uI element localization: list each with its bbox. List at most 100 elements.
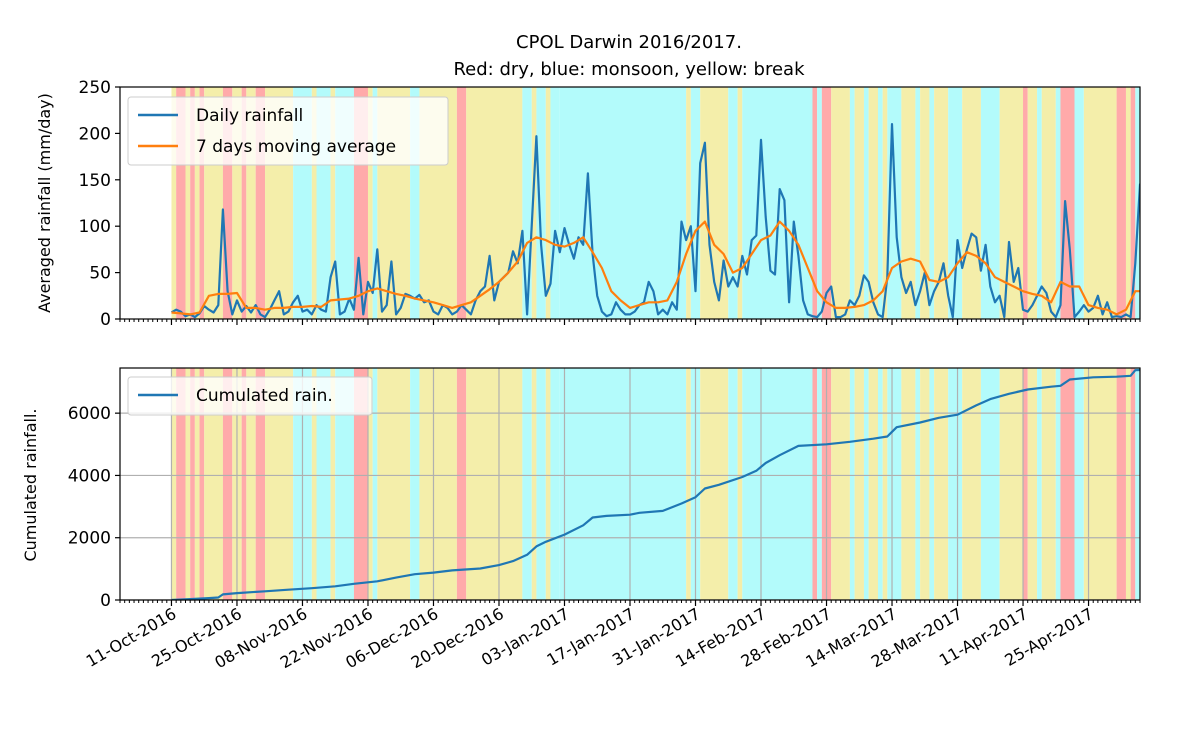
bottom-band-break xyxy=(999,368,1024,600)
bottom-y-tick-label: 6000 xyxy=(68,404,111,424)
top-y-tick-label: 100 xyxy=(79,217,111,237)
top-band-break xyxy=(868,87,878,319)
top-band-break xyxy=(185,87,191,319)
bottom-y-tick-label: 2000 xyxy=(68,529,111,549)
top-axes: 0 50 100 150 200 250 xyxy=(79,78,1141,330)
top-band-monsoon xyxy=(1055,87,1061,319)
bottom-band-break xyxy=(1027,368,1038,600)
legend-avg-label: 7 days moving average xyxy=(196,137,396,157)
top-band-monsoon xyxy=(550,87,560,319)
top-band-dry xyxy=(241,87,247,319)
bottom-band-break xyxy=(831,368,850,600)
top-band-break xyxy=(920,87,930,319)
moving-average-line xyxy=(171,220,1140,316)
top-band-break xyxy=(171,87,177,319)
bottom-band-monsoon xyxy=(316,368,331,600)
bottom-band-break xyxy=(204,368,223,600)
bottom-y-axis-label: Cumulated rainfall. xyxy=(21,408,40,561)
bottom-band-break xyxy=(246,368,256,600)
bottom-band-break xyxy=(311,368,317,600)
bottom-y-tick-label: 4000 xyxy=(68,466,111,486)
bottom-band-dry xyxy=(222,368,233,600)
top-band-break xyxy=(232,87,242,319)
bottom-band-monsoon xyxy=(877,368,883,600)
top-band-break xyxy=(367,87,373,319)
top-band-break xyxy=(999,87,1024,319)
bottom-band-break xyxy=(686,368,691,600)
bottom-band-dry xyxy=(1060,368,1075,600)
bottom-band-dry xyxy=(1023,368,1028,600)
top-band-break xyxy=(1041,87,1056,319)
top-band-dry xyxy=(812,87,818,319)
bottom-band-break xyxy=(1125,368,1131,600)
top-band-break xyxy=(1125,87,1131,319)
bottom-band-break xyxy=(531,368,537,600)
top-band-break xyxy=(686,87,691,319)
top-band-break xyxy=(737,87,743,319)
chart-subtitle: Red: dry, blue: monsoon, yellow: break xyxy=(453,59,805,80)
bottom-band-monsoon xyxy=(536,368,546,600)
bottom-band-monsoon xyxy=(817,368,822,600)
cumulated-rainfall-line xyxy=(171,368,1140,600)
bottom-band-dry xyxy=(353,368,368,600)
top-band-break xyxy=(882,87,888,319)
top-y-tick-label: 50 xyxy=(89,264,111,284)
daily-rainfall-lines xyxy=(170,123,1140,319)
top-legend: Daily rainfall 7 days moving average xyxy=(127,96,449,166)
bottom-band-monsoon xyxy=(929,368,935,600)
top-band-monsoon xyxy=(863,87,869,319)
legend-cumulated-label: Cumulated rain. xyxy=(196,386,333,406)
top-band-monsoon xyxy=(690,87,701,319)
top-band-break xyxy=(330,87,336,319)
top-band-break xyxy=(934,87,949,319)
top-band-monsoon xyxy=(915,87,921,319)
bottom-band-dry xyxy=(255,368,266,600)
cumulated-rainfall-panel: 020004000600011-Oct-201625-Oct-201608-No… xyxy=(21,367,1141,672)
top-band-dry xyxy=(1116,87,1126,319)
bottom-band-monsoon xyxy=(522,368,532,600)
bottom-band-monsoon xyxy=(372,368,378,600)
bottom-band-monsoon xyxy=(948,368,963,600)
top-band-break xyxy=(854,87,864,319)
top-band-monsoon xyxy=(929,87,935,319)
top-band-break xyxy=(831,87,850,319)
top-band-dry xyxy=(821,87,832,319)
bottom-band-break xyxy=(868,368,878,600)
cumulated-rainfall-lines xyxy=(171,368,1140,600)
bottom-band-monsoon xyxy=(1135,368,1140,600)
top-y-tick-label: 250 xyxy=(79,78,111,98)
bottom-band-monsoon xyxy=(742,368,813,600)
top-band-monsoon xyxy=(559,87,687,319)
top-band-monsoon xyxy=(1074,87,1084,319)
bottom-band-monsoon xyxy=(559,368,687,600)
bottom-band-break xyxy=(934,368,949,600)
bottom-legend-box xyxy=(127,376,373,416)
top-band-break xyxy=(1027,87,1038,319)
bottom-band-dry xyxy=(199,368,205,600)
bottom-band-break xyxy=(854,368,864,600)
top-band-break xyxy=(962,87,981,319)
bottom-band-monsoon xyxy=(863,368,869,600)
bottom-band-break xyxy=(901,368,916,600)
bottom-band-break xyxy=(419,368,457,600)
bottom-band-break xyxy=(920,368,930,600)
bottom-band-monsoon xyxy=(1074,368,1084,600)
bottom-band-monsoon xyxy=(335,368,354,600)
top-legend-box xyxy=(127,96,449,166)
bottom-band-dry xyxy=(241,368,247,600)
daily-rainfall-panel: 0 50 100 150 200 250 Averaged rainfall (mm/da… xyxy=(35,78,1141,330)
bottom-band-monsoon xyxy=(550,368,560,600)
bottom-band-break xyxy=(377,368,411,600)
bottom-band-break xyxy=(962,368,981,600)
bottom-band-break xyxy=(737,368,743,600)
bottom-band-monsoon xyxy=(980,368,1000,600)
top-band-dry xyxy=(199,87,205,319)
bottom-y-tick-label: 0 xyxy=(100,591,111,611)
top-band-monsoon xyxy=(536,87,546,319)
top-y-tick-label: 200 xyxy=(79,124,111,144)
top-band-dry xyxy=(190,87,195,319)
daily-rainfall-line xyxy=(170,123,1140,319)
top-band-break xyxy=(311,87,317,319)
top-band-break xyxy=(194,87,200,319)
